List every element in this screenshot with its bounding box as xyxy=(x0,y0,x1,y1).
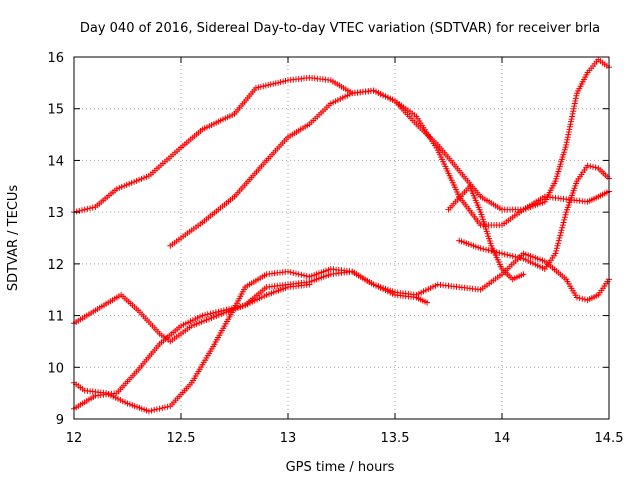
data-points xyxy=(71,56,612,415)
y-tick-label: 15 xyxy=(47,103,64,118)
y-tick-label: 11 xyxy=(47,310,64,325)
x-tick-label: 12 xyxy=(66,431,83,446)
x-tick-label: 13.5 xyxy=(381,431,410,446)
y-axis-label: SDTVAR / TECUs xyxy=(6,185,21,292)
series-markers xyxy=(167,56,612,249)
series-markers xyxy=(456,162,612,272)
chart-title: Day 040 of 2016, Sidereal Day-to-day VTE… xyxy=(80,21,600,36)
y-tick-label: 16 xyxy=(47,51,64,66)
y-tick-label: 12 xyxy=(47,258,64,273)
y-tick-label: 10 xyxy=(47,361,64,376)
x-tick-label: 14 xyxy=(494,431,511,446)
y-tick-label: 13 xyxy=(47,206,64,221)
y-tick-label: 14 xyxy=(47,154,64,169)
x-tick-label: 14.5 xyxy=(595,431,624,446)
y-tick-label: 9 xyxy=(56,413,64,428)
plot-frame xyxy=(73,56,610,420)
series-arc-2 xyxy=(167,56,612,249)
x-tick-label: 13 xyxy=(280,431,297,446)
x-axis-label: GPS time / hours xyxy=(286,460,395,475)
x-tick-label: 12.5 xyxy=(167,431,196,446)
series-arc-7 xyxy=(456,162,612,272)
axis-ticks: 12 12.5 13 13.5 14 14.5 9 10 11 12 13 14 15 16 xyxy=(47,51,623,446)
